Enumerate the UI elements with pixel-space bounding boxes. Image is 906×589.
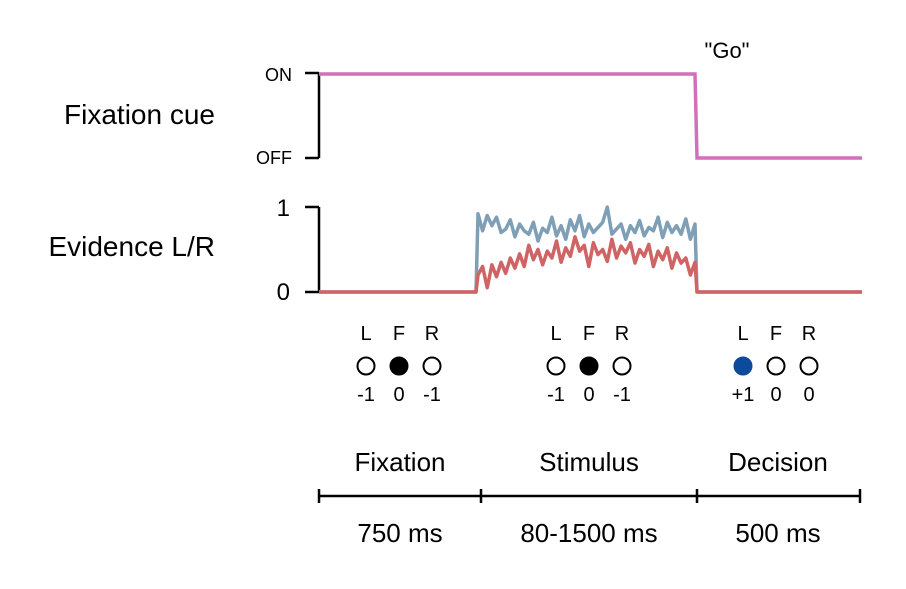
panel-value: +1: [732, 384, 755, 406]
evidence-tick-1: 1: [277, 195, 290, 222]
fixation-cue-line: [319, 72, 862, 160]
panel-letter: R: [425, 323, 439, 345]
evidence-trace-2: [319, 235, 862, 294]
empty-target-circle: [422, 356, 442, 376]
empty-target-circle: [546, 356, 566, 376]
phase-name-fixation: Fixation: [354, 447, 445, 477]
panel-value: -1: [613, 384, 631, 406]
off-label: OFF: [256, 148, 292, 168]
panel-letter: L: [737, 323, 748, 345]
filled-target-circle: [579, 356, 599, 376]
evidence-label: Evidence L/R: [48, 231, 215, 262]
panel-letter: F: [770, 323, 782, 345]
empty-target-circle: [766, 356, 786, 376]
panel-value: -1: [357, 384, 375, 406]
panel-value: 0: [393, 384, 404, 406]
panel-value: -1: [423, 384, 441, 406]
panel-letter: L: [550, 323, 561, 345]
panel-letter: L: [360, 323, 371, 345]
evidence-trace-1: [319, 205, 862, 294]
empty-target-circle: [356, 356, 376, 376]
panel-value: -1: [547, 384, 565, 406]
response-panel-1: L -1 F 0 R -1: [356, 323, 442, 406]
panel-value: 0: [803, 384, 814, 406]
timeline: [317, 489, 862, 503]
empty-target-circle: [799, 356, 819, 376]
go-label: "Go": [705, 38, 750, 63]
duration-stimulus: 80-1500 ms: [520, 518, 657, 548]
panel-letter: F: [583, 323, 595, 345]
panel-letter: R: [802, 323, 816, 345]
fixation-cue-label: Fixation cue: [64, 99, 215, 130]
filled-target-circle: [389, 356, 409, 376]
evidence-axis: [305, 205, 321, 294]
duration-fixation: 750 ms: [357, 518, 442, 548]
panel-value: 0: [770, 384, 781, 406]
panel-letter: F: [393, 323, 405, 345]
response-panel-3: L +1 F 0 R 0: [732, 323, 819, 406]
empty-target-circle: [612, 356, 632, 376]
panel-value: 0: [583, 384, 594, 406]
fixation-axis: [305, 71, 321, 160]
duration-decision: 500 ms: [735, 518, 820, 548]
evidence-tick-0: 0: [277, 279, 290, 306]
phase-name-stimulus: Stimulus: [539, 447, 639, 477]
filled-target-circle: [733, 356, 753, 376]
panel-letter: R: [615, 323, 629, 345]
on-label: ON: [265, 65, 292, 85]
response-panel-2: L -1 F 0 R -1: [546, 323, 632, 406]
phase-name-decision: Decision: [728, 447, 828, 477]
